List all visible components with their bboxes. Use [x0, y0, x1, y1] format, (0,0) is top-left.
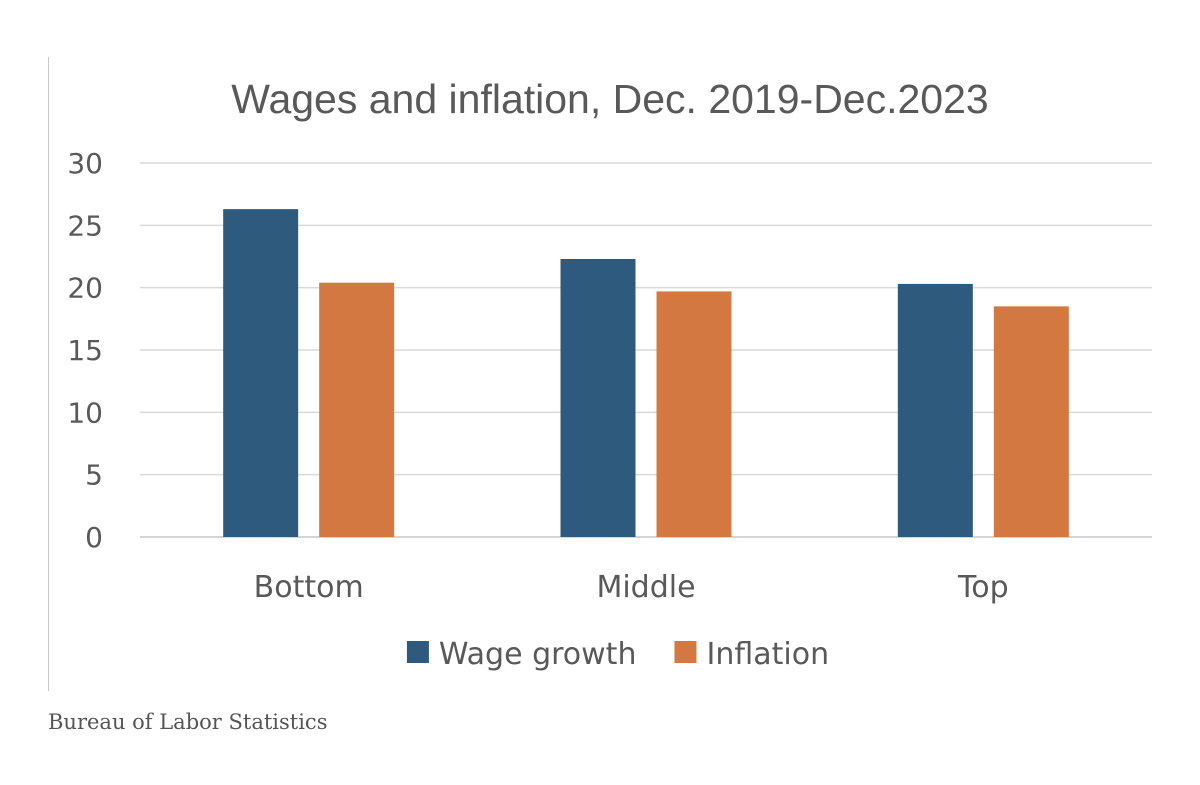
bar-wage-growth-top	[897, 283, 973, 537]
legend-item: Inflation	[674, 637, 829, 672]
x-category-label: Top	[957, 570, 1009, 605]
legend: Wage growth Inflation	[406, 637, 829, 672]
y-tick-label: 25	[67, 209, 103, 242]
source-note: Bureau of Labor Statistics	[48, 710, 328, 734]
left-frame-rule	[48, 57, 49, 691]
bars	[223, 209, 1069, 538]
gridlines	[140, 162, 1152, 538]
legend-swatch	[674, 641, 697, 663]
x-category-label: Bottom	[254, 570, 364, 605]
bar-inflation-bottom	[319, 282, 395, 537]
bar-inflation-top	[993, 306, 1069, 537]
legend-swatch	[406, 641, 429, 663]
y-tick-label: 0	[85, 521, 103, 554]
legend-label: Inflation	[706, 637, 829, 672]
y-axis-tick-labels: 0 5 10 15 20 25 30	[67, 147, 103, 554]
y-tick-label: 15	[67, 334, 103, 367]
y-tick-label: 30	[67, 147, 103, 180]
bar-wage-growth-bottom	[223, 209, 299, 538]
bar-inflation-middle	[656, 291, 732, 537]
legend-item: Wage growth	[406, 637, 637, 672]
legend-label: Wage growth	[439, 637, 637, 672]
bar-wage-growth-middle	[560, 258, 636, 537]
y-tick-label: 5	[85, 459, 103, 492]
chart-frame: Wages and inflation, Dec. 2019-Dec.2023 …	[67, 76, 1152, 672]
bar-chart: Wages and inflation, Dec. 2019-Dec.2023 …	[67, 76, 1152, 672]
x-axis-category-labels: Bottom Middle Top	[254, 570, 1009, 605]
y-tick-label: 20	[67, 272, 103, 305]
x-category-label: Middle	[596, 570, 695, 605]
y-tick-label: 10	[67, 396, 103, 429]
chart-title: Wages and inflation, Dec. 2019-Dec.2023	[231, 76, 988, 122]
